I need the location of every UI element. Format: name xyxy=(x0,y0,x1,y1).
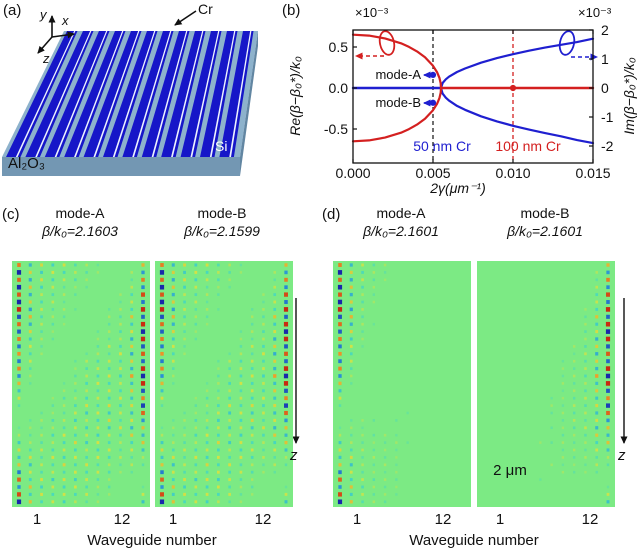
ytick-right-0: 0 xyxy=(601,80,609,96)
curve-re-upper xyxy=(351,33,443,90)
waveguide-stripe xyxy=(74,31,124,157)
d-tick-12a: 12 xyxy=(434,511,452,528)
ytick-left-00: 0.0 xyxy=(328,80,348,96)
c-tick-12a: 12 xyxy=(113,511,131,528)
waveguide-stripe xyxy=(132,31,172,157)
ytick-right-m2: -2 xyxy=(601,138,614,154)
c-mode-a-title: mode-A xyxy=(55,205,105,221)
waveguide-stripe xyxy=(35,31,92,157)
c-x-axis-label: Waveguide number xyxy=(87,532,217,549)
axis-x-label: x xyxy=(62,13,69,28)
field-map-d-mode-a xyxy=(333,261,471,507)
cr-pointer-arrow-icon xyxy=(174,10,197,26)
d-x-axis-label: Waveguide number xyxy=(409,532,539,549)
panel-a-tag: (a) xyxy=(3,2,22,19)
si-label: Si xyxy=(215,138,228,154)
ytick-left-m05: -0.5 xyxy=(323,121,348,137)
c-tick-1a: 1 xyxy=(32,511,42,528)
substrate-side-face xyxy=(240,31,258,176)
xtick-0005: 0.005 xyxy=(415,165,451,181)
c-mode-b-beta: β/k₀=2.1599 xyxy=(184,223,260,239)
marker-dot xyxy=(509,84,517,92)
d-mode-a-beta: β/k₀=2.1601 xyxy=(363,223,439,239)
curve-im-lower xyxy=(439,86,595,145)
waveguide-stripe xyxy=(209,31,236,157)
d-mode-a-title: mode-A xyxy=(376,205,426,221)
xtick-0015: 0.015 xyxy=(575,165,611,181)
field-map-c-mode-b xyxy=(155,261,293,507)
scale-bar-label: 2 μm xyxy=(493,462,527,479)
cr-label: Cr xyxy=(198,1,213,17)
curve-re-lower xyxy=(351,86,443,143)
label-50nm-cr: 50 nm Cr xyxy=(413,138,471,154)
d-mode-b-beta: β/k₀=2.1601 xyxy=(507,223,583,239)
right-axis-ellipse-icon xyxy=(558,30,576,56)
axis-ticks xyxy=(352,29,594,163)
waveguide-stripe xyxy=(15,31,76,157)
substrate-label: Al₂O₃ xyxy=(8,155,45,172)
c-tick-1b: 1 xyxy=(168,511,178,528)
label-100nm-cr: 100 nm Cr xyxy=(495,138,561,154)
substrate-front-face xyxy=(2,157,240,176)
left-axis-exponent: ×10⁻³ xyxy=(355,5,389,20)
xtick-0010: 0.010 xyxy=(495,165,531,181)
chip-schematic xyxy=(2,10,258,176)
ytick-left-05: 0.5 xyxy=(328,39,348,55)
dispersion-plot xyxy=(351,29,598,164)
curve-im-upper xyxy=(439,37,595,90)
ytick-right-1: 1 xyxy=(601,51,609,67)
c-mode-a-beta: β/k₀=2.1603 xyxy=(42,223,118,239)
plot-box xyxy=(352,29,594,164)
waveguide-stripe xyxy=(112,31,156,157)
mode-a-annotation: mode-A xyxy=(375,67,421,82)
c-tick-12b: 12 xyxy=(254,511,272,528)
panel-c-tag: (c) xyxy=(2,206,20,223)
ytick-right-m1: -1 xyxy=(601,109,614,125)
ytick-right-2: 2 xyxy=(601,22,609,38)
panel-d-tag: (d) xyxy=(322,206,341,223)
left-axis-ellipse-icon xyxy=(378,30,396,56)
waveguide-stripe xyxy=(190,31,220,157)
waveguide-stripe xyxy=(171,31,204,157)
d-mode-b-title: mode-B xyxy=(520,205,570,221)
y-axis-label-right: Im(β−β₀*)/k₀ xyxy=(621,57,637,135)
field-map-c-mode-a xyxy=(12,261,150,507)
d-tick-1b: 1 xyxy=(495,511,505,528)
waveguide-stripe xyxy=(93,31,140,157)
field-map-d-mode-b xyxy=(477,261,615,507)
curves xyxy=(351,33,595,145)
data-point-markers xyxy=(429,71,517,106)
d-tick-1a: 1 xyxy=(352,511,362,528)
axis-y-label: y xyxy=(40,7,47,22)
d-z-label: z xyxy=(618,447,626,464)
x-axis-label-b: 2γ(μm⁻¹) xyxy=(430,180,486,196)
waveguide-stripe xyxy=(229,31,252,157)
panel-b-tag: (b) xyxy=(282,2,301,19)
waveguide-stripe xyxy=(151,31,188,157)
c-mode-b-title: mode-B xyxy=(197,205,247,221)
coordinate-axes-icon xyxy=(37,15,75,54)
marker-dot xyxy=(429,71,437,78)
d-tick-12b: 12 xyxy=(581,511,599,528)
y-axis-label-left: Re(β−β₀*)/k₀ xyxy=(287,56,303,136)
waveguide-stripe xyxy=(54,31,108,157)
xtick-0000: 0.000 xyxy=(335,165,371,181)
marker-dot xyxy=(429,99,437,106)
waveguide-array xyxy=(6,31,254,157)
axis-z-label: z xyxy=(43,51,50,66)
right-axis-exponent: ×10⁻³ xyxy=(578,5,612,20)
mode-b-annotation: mode-B xyxy=(375,95,421,110)
c-z-label: z xyxy=(290,447,298,464)
